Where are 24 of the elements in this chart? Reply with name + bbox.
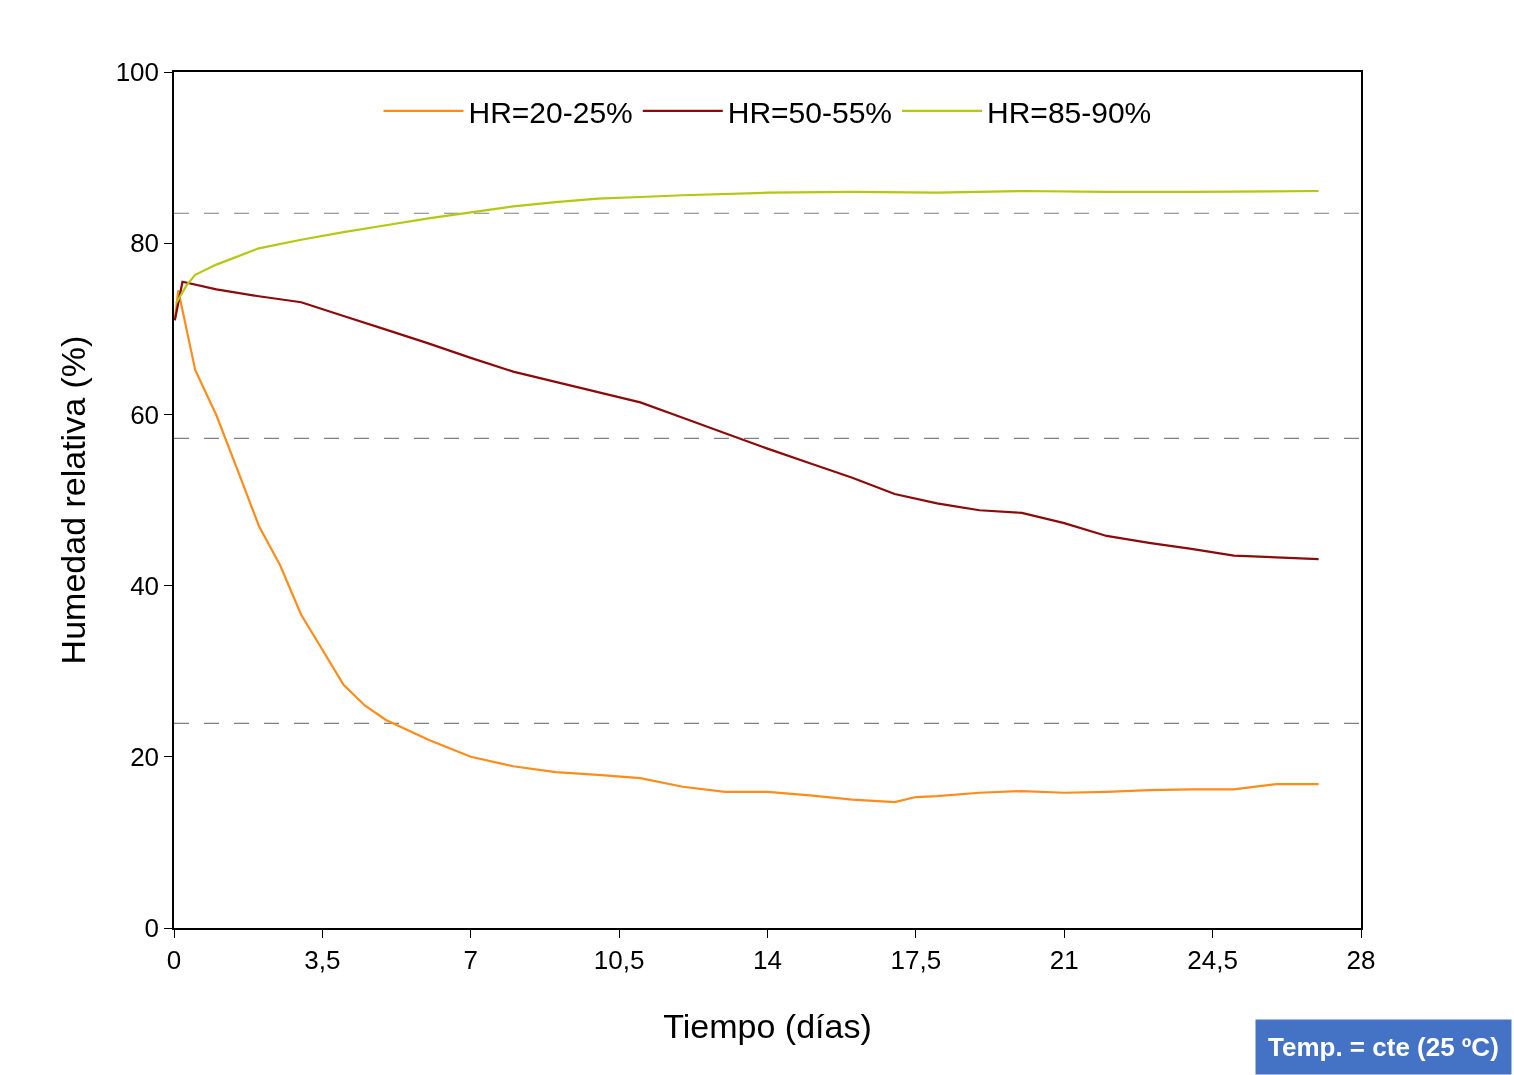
legend-label: HR=50-55% bbox=[727, 95, 893, 129]
x-tick-label: 21 bbox=[1049, 944, 1079, 975]
x-tick-label: 0 bbox=[166, 944, 182, 975]
y-axis-title: Humedad relativa (%) bbox=[53, 335, 92, 665]
y-tick-label: 60 bbox=[130, 399, 160, 430]
x-tick-label: 14 bbox=[753, 944, 782, 975]
x-axis-title: Tiempo (días) bbox=[663, 1006, 872, 1045]
y-tick-label: 20 bbox=[130, 741, 160, 772]
x-tick-label: 17,5 bbox=[890, 944, 942, 975]
y-tick-label: 80 bbox=[130, 228, 160, 259]
x-tick-label: 7 bbox=[463, 944, 478, 975]
y-tick-label: 0 bbox=[144, 913, 160, 944]
y-tick-label: 40 bbox=[130, 570, 160, 601]
x-tick-label: 28 bbox=[1346, 944, 1376, 975]
y-tick-label: 100 bbox=[115, 57, 160, 88]
text: Temp. = cte (25 ºC) bbox=[1268, 1032, 1499, 1062]
line-series bbox=[174, 280, 1320, 561]
line-series bbox=[175, 189, 1320, 305]
line-series bbox=[174, 289, 1320, 804]
x-tick-label: 10,5 bbox=[593, 944, 645, 975]
legend-label: HR=20-25% bbox=[468, 95, 633, 129]
x-tick-label: 3,5 bbox=[304, 944, 341, 975]
x-tick-label: 24,5 bbox=[1187, 944, 1238, 975]
legend-label: HR=85-90% bbox=[987, 95, 1152, 129]
